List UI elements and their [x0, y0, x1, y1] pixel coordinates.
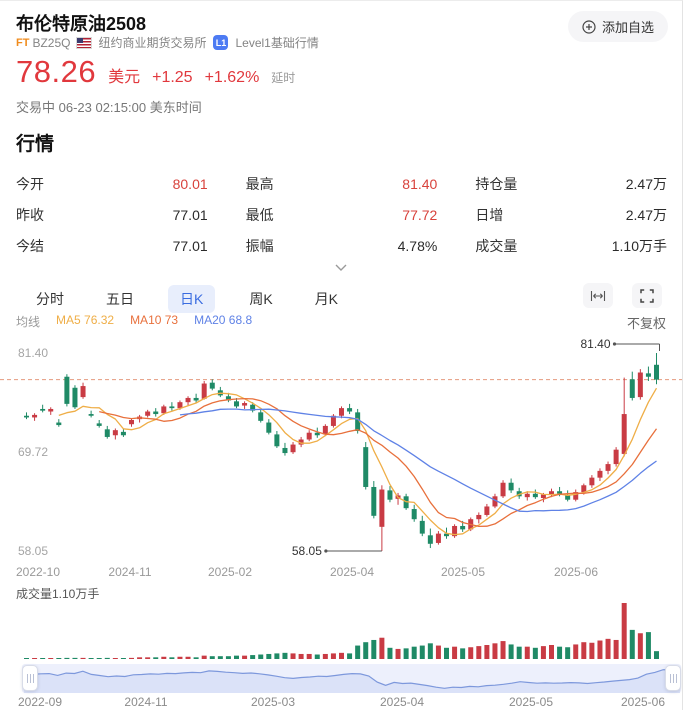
- quote-cell: 今开 80.01: [16, 168, 208, 199]
- scrubber-right-handle[interactable]: [665, 665, 681, 691]
- y-axis-label-mid: 69.72: [18, 445, 49, 459]
- plus-circle-icon: [582, 19, 596, 34]
- scrubber-label: 2025-06: [620, 695, 666, 709]
- quote-cell: 最低 77.72: [246, 199, 438, 230]
- quote-label: 振幅: [245, 237, 274, 254]
- svg-text:58.05: 58.05: [292, 544, 322, 558]
- tab-minute[interactable]: 分时: [36, 291, 64, 307]
- quote-value: 77.72: [402, 206, 438, 223]
- quote-table: 今开 80.01 最高 81.40 持仓量 2.47万 昨收 77.01 最低 77.72…: [16, 168, 667, 261]
- price-change-pct: +1.62%: [204, 69, 260, 86]
- timeline-scrubber[interactable]: [0, 663, 683, 695]
- quote-value: 77.01: [172, 237, 208, 254]
- level-label: Level1基础行情: [235, 36, 319, 50]
- quote-cell: 日增 2.47万: [475, 199, 667, 230]
- instrument-badges: FT BZ25Q 纽约商业期货交易所 L1 Level1基础行情: [16, 34, 319, 51]
- page-title: 布伦特原油2508: [16, 14, 147, 34]
- ma5-value: MA5 76.32: [56, 313, 115, 327]
- quote-cell: 昨收 77.01: [16, 199, 208, 230]
- ma-legend: 均线 MA5 76.32 MA10 73 MA20 68.8: [16, 313, 252, 330]
- futures-tag: FT: [16, 36, 30, 49]
- quote-value: 2.47万: [625, 175, 667, 192]
- add-watchlist-label: 添加自选: [601, 20, 654, 35]
- currency-label: 美元: [108, 69, 141, 86]
- fullscreen-button[interactable]: [632, 283, 662, 308]
- expand-quote-button[interactable]: [329, 264, 353, 278]
- x-axis-label: 2025-06: [553, 565, 599, 579]
- y-axis-label-high: 81.40: [18, 346, 49, 360]
- level1-badge-icon: L1: [213, 35, 229, 50]
- x-axis-label: 2022-10: [15, 565, 61, 579]
- quote-cell: 成交量 1.10万手: [475, 230, 667, 261]
- delay-badge: 延时: [271, 71, 296, 85]
- ma10-value: MA10 73: [130, 313, 179, 327]
- quote-cell: 持仓量 2.47万: [475, 168, 667, 199]
- y-axis-label-low: 58.05: [18, 544, 49, 558]
- x-axis-label: 2025-05: [440, 565, 486, 579]
- tab-daily-k[interactable]: 日K: [168, 285, 216, 313]
- exchange-name: 纽约商业期货交易所: [98, 36, 207, 50]
- quote-label: 今结: [16, 237, 44, 254]
- fullscreen-icon: [640, 288, 654, 303]
- price-change: +1.25: [152, 69, 193, 86]
- quote-cell: 今结 77.01: [16, 230, 208, 261]
- scrubber-label: 2025-04: [379, 695, 425, 709]
- quote-label: 持仓量: [475, 175, 518, 192]
- adjust-mode-toggle[interactable]: 不复权: [626, 316, 666, 331]
- scrubber-label: 2024-11: [124, 695, 168, 709]
- scrubber-label: 2022-09: [17, 695, 63, 709]
- quote-label: 最高: [245, 175, 274, 192]
- period-tabs: 分时 五日 日K 周K 月K: [28, 285, 346, 313]
- quote-label: 日增: [475, 206, 504, 223]
- tab-monthly-k[interactable]: 月K: [314, 291, 339, 307]
- ma-legend-prefix: 均线: [16, 315, 41, 329]
- quote-value: 1.10万手: [611, 237, 667, 254]
- ma20-value: MA20 68.8: [194, 313, 253, 327]
- last-price: 78.26: [16, 54, 97, 89]
- quote-value: 81.40: [402, 175, 438, 192]
- quote-cell: 振幅 4.78%: [246, 230, 438, 261]
- measure-tool-button[interactable]: [583, 283, 613, 308]
- tab-5day[interactable]: 五日: [106, 291, 134, 307]
- svg-text:81.40: 81.40: [580, 337, 610, 351]
- candlestick-chart[interactable]: 58.05 81.40: [0, 331, 683, 567]
- volume-chart[interactable]: [0, 601, 683, 661]
- quote-value: 4.78%: [397, 237, 438, 254]
- scrubber-labels: 2022-09 2024-11 2025-03 2025-04 2025-05 …: [0, 695, 682, 709]
- chevron-down-icon: [335, 264, 347, 271]
- us-flag-icon: [76, 36, 93, 49]
- volume-label: 成交量1.10万手: [16, 587, 100, 601]
- x-axis-label: 2025-02: [207, 565, 253, 579]
- quote-value: 77.01: [172, 206, 208, 223]
- quote-label: 成交量: [475, 237, 518, 254]
- price-row: 78.26 美元 +1.25 +1.62% 延时: [16, 54, 295, 90]
- quote-label: 今开: [16, 175, 44, 192]
- trading-status: 交易中 06-23 02:15:00 美东时间: [16, 100, 202, 115]
- x-axis-labels: 2022-10 2024-11 2025-02 2025-04 2025-05 …: [0, 565, 682, 581]
- scrubber-label: 2025-05: [508, 695, 554, 709]
- quote-value: 2.47万: [625, 206, 667, 223]
- quote-section-title: 行情: [16, 134, 55, 155]
- quote-label: 昨收: [16, 206, 44, 223]
- quote-value: 80.01: [172, 175, 208, 192]
- contract-code: BZ25Q: [32, 35, 71, 50]
- tab-weekly-k[interactable]: 周K: [249, 291, 273, 307]
- quote-label: 最低: [245, 206, 274, 223]
- quote-cell: 最高 81.40: [246, 168, 438, 199]
- x-axis-label: 2025-04: [329, 565, 375, 579]
- horizontal-measure-icon: [590, 290, 606, 301]
- scrubber-left-handle[interactable]: [22, 665, 38, 691]
- add-watchlist-button[interactable]: 添加自选: [567, 11, 668, 42]
- x-axis-label: 2024-11: [108, 565, 152, 579]
- scrubber-label: 2025-03: [250, 695, 296, 709]
